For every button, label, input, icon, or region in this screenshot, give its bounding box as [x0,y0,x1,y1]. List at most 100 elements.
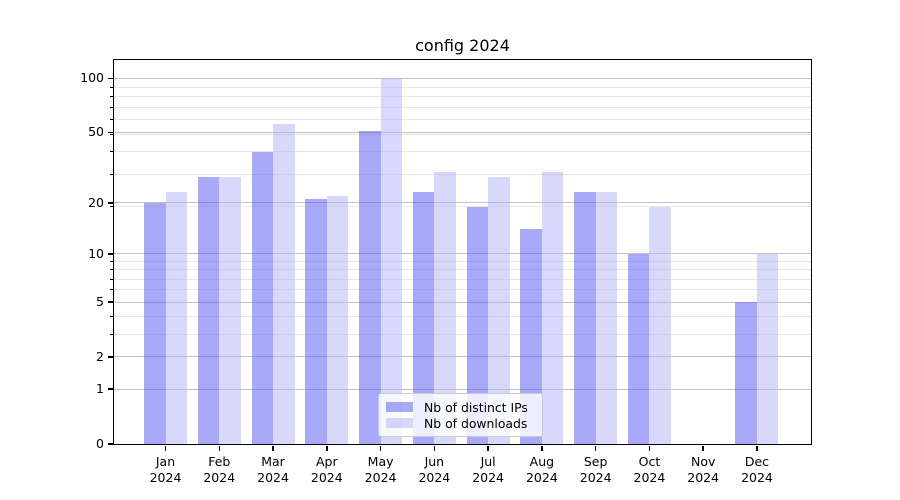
y-tick-label: 50 [88,124,104,140]
bar-mar-ips [251,151,274,444]
gridline-minor [114,269,811,271]
bar-oct-ips [627,254,650,444]
x-label-year: 2024 [525,469,558,485]
x-label-month: May [367,454,394,469]
bar-dec-downloads [756,254,779,444]
bar-feb-downloads [219,177,241,444]
y-tick [108,77,113,80]
x-tick [541,445,543,451]
bar-may-downloads [380,78,403,444]
x-tick-label: Mar 2024 [233,454,313,485]
gridline-major [114,253,811,255]
x-label-month: Jan [155,454,176,469]
gridline-major [114,388,811,390]
y-tick [108,301,113,303]
legend-swatch-ips [386,402,413,412]
gridline-minor [114,119,811,121]
bar-jan-ips [144,202,166,444]
x-tick [756,445,758,451]
y-minor-tick [110,106,113,108]
bar-aug-downloads [541,171,564,444]
legend-label: Nb of distinct IPs [424,399,528,415]
y-minor-tick [110,151,113,153]
y-minor-tick [110,333,113,335]
x-label-year: 2024 [418,469,451,485]
y-tick [108,131,113,134]
y-minor-tick [110,119,113,121]
x-label-month: Mar [261,454,285,469]
y-tick-label: 100 [80,70,104,86]
legend-item: Nb of downloads [386,415,534,431]
bar-feb-ips [197,177,220,444]
gridline-minor [114,173,811,175]
y-tick-label: 2 [96,348,104,364]
x-tick-label: Apr 2024 [287,454,367,485]
y-minor-tick [110,206,113,208]
x-label-year: 2024 [364,469,397,485]
x-label-year: 2024 [687,469,720,485]
x-tick [326,445,328,451]
legend: Nb of distinct IPs Nb of downloads [378,393,543,437]
y-minor-tick [110,173,113,175]
x-tick [487,445,489,451]
x-tick-label: Sep 2024 [556,454,636,485]
bar-apr-downloads [326,195,349,444]
chart-title: config 2024 [415,36,510,55]
legend-item: Nb of distinct IPs [386,399,534,415]
gridline-minor [114,315,811,317]
y-minor-tick [110,289,113,291]
x-tick-label: Jan 2024 [126,454,206,485]
y-minor-tick [110,261,113,263]
x-tick-label: Jun 2024 [394,454,474,485]
x-tick-label: Jul 2024 [448,454,528,485]
bar-jun-ips [412,192,435,444]
bar-jul-downloads [488,177,510,444]
x-label-year: 2024 [149,469,182,485]
gridline-major [114,202,811,204]
legend-label: Nb of downloads [424,415,528,431]
y-tick [108,253,113,255]
x-label-month: Feb [208,454,231,469]
bar-may-ips [359,130,381,444]
x-tick [379,445,382,451]
x-tick-label: Nov 2024 [663,454,743,485]
x-label-year: 2024 [257,469,289,485]
x-tick [433,445,436,451]
x-tick [164,445,167,451]
gridline-minor [114,206,811,208]
gridline-minor [114,133,811,135]
gridline-minor [114,86,811,88]
bar-jul-ips [466,206,489,444]
x-tick-label: May 2024 [341,454,421,485]
y-minor-tick [110,278,113,280]
y-minor-tick [110,96,113,98]
y-tick-label: 20 [88,194,104,210]
x-label-month: Dec [744,454,770,469]
gridline-major [114,356,811,358]
x-label-year: 2024 [579,469,612,485]
x-label-month: Nov [690,454,716,469]
gridline-minor [114,333,811,335]
gridline-minor [114,289,811,291]
bar-sep-downloads [595,192,618,444]
x-label-month: Jun [424,454,445,469]
x-tick [648,445,651,451]
x-label-month: Jul [480,454,496,469]
bar-jan-downloads [165,192,187,444]
gridline-major [114,77,811,79]
bar-oct-downloads [649,206,671,444]
bar-jun-downloads [434,171,456,444]
x-tick-label: Aug 2024 [502,454,582,485]
gridline-major [114,301,811,303]
x-tick-label: Feb 2024 [179,454,259,485]
x-tick [218,445,221,451]
gridline-minor [114,96,811,98]
gridline-major [114,131,811,133]
x-label-month: Aug [529,454,555,469]
legend-swatch-downloads [386,418,413,428]
bar-dec-ips [735,302,757,444]
y-tick [108,356,113,358]
y-tick [108,388,113,390]
plot-area [114,60,811,444]
x-tick [272,445,274,451]
